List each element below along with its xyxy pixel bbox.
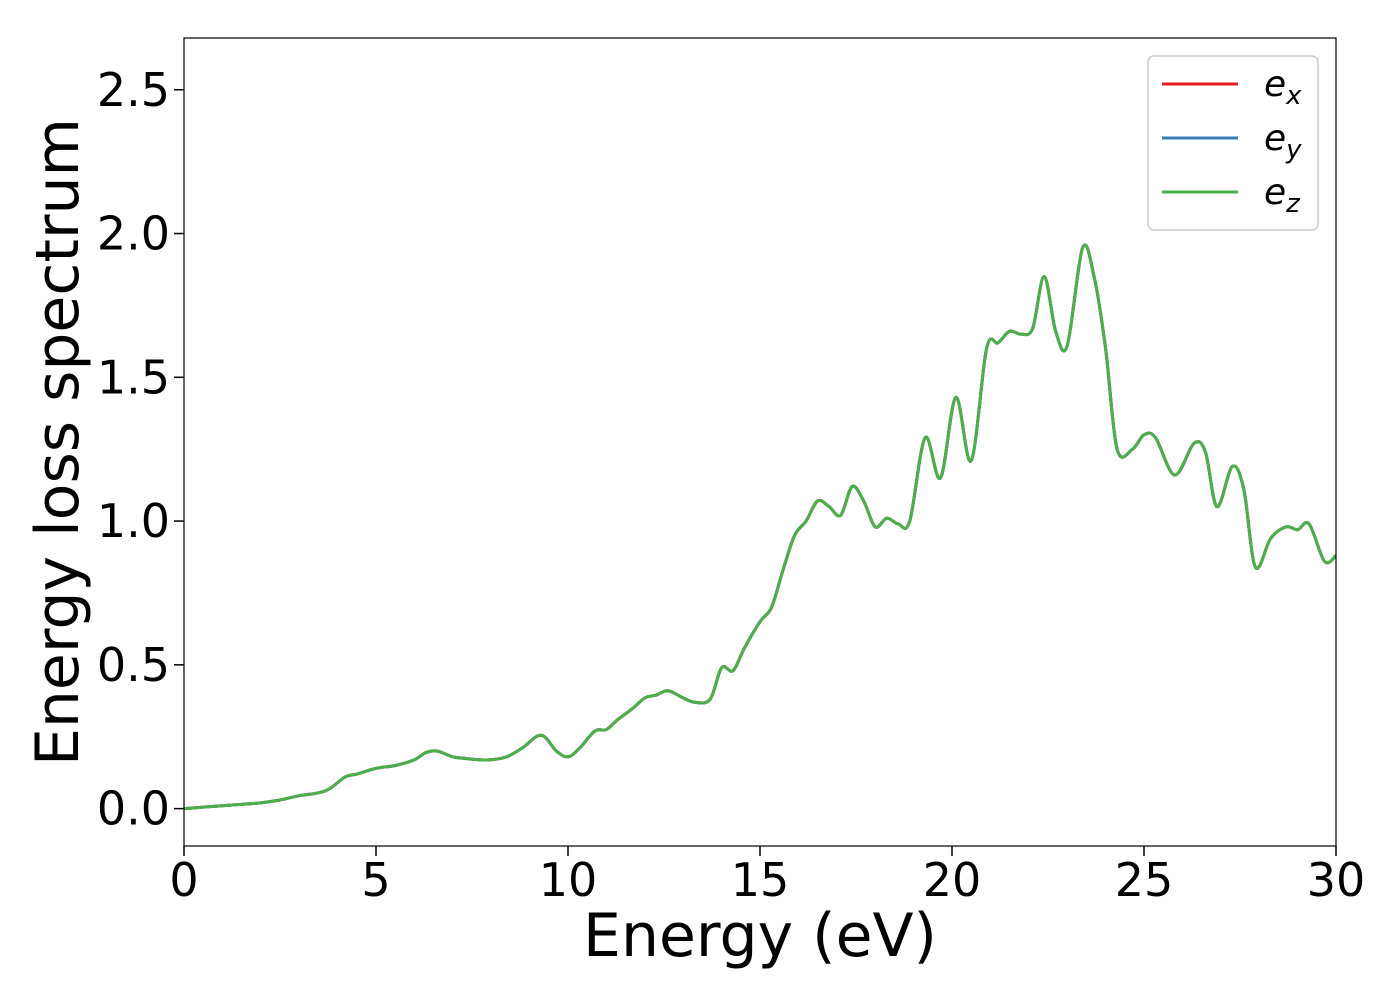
series-layer [183, 243, 1337, 811]
y-tick-label: 1.0 [97, 494, 170, 548]
y-tick-label: 1.5 [97, 350, 170, 404]
x-axis-title: Energy (eV) [583, 901, 937, 971]
x-tick-label: 20 [923, 853, 982, 907]
x-tick-label: 30 [1307, 853, 1366, 907]
y-tick-label: 2.0 [97, 207, 170, 261]
legend-box [1147, 55, 1319, 231]
plot-area [184, 38, 1336, 846]
y-tick-label: 2.5 [97, 63, 170, 117]
y-axis: 0.0 0.5 1.0 1.5 2.0 2.5 [97, 63, 184, 836]
legend: ex ey ez [1147, 55, 1319, 231]
x-tick-label: 25 [1115, 853, 1174, 907]
legend-label-ey: ey [1264, 118, 1302, 165]
x-tick-label: 5 [361, 853, 390, 907]
y-axis-title: Energy loss spectrum [23, 118, 93, 766]
legend-label-ex: ex [1264, 64, 1302, 111]
x-tick-label: 15 [731, 853, 790, 907]
y-tick-label: 0.5 [97, 638, 170, 692]
x-tick-label: 10 [539, 853, 598, 907]
series-line-e-z [183, 243, 1337, 811]
x-axis: 0 5 10 15 20 25 30 [169, 846, 1365, 907]
legend-label-ez: ez [1264, 172, 1301, 219]
y-tick-label: 0.0 [97, 782, 170, 836]
x-tick-label: 0 [169, 853, 198, 907]
